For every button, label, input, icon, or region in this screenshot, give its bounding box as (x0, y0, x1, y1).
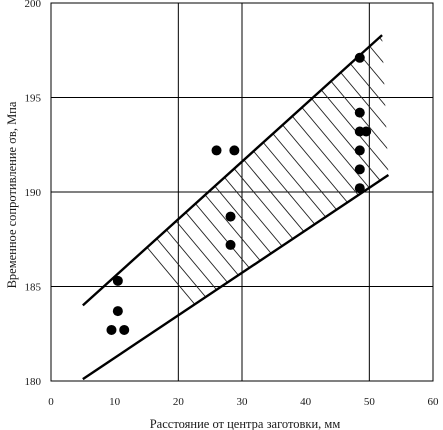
data-point-3 (112, 306, 123, 317)
x-tick-label-10: 10 (109, 396, 121, 408)
upper-bound-line (82, 34, 383, 307)
data-point-1 (106, 324, 117, 335)
y-tick-labels: 180 185 190 195 200 (25, 0, 42, 388)
data-point-6 (225, 211, 236, 222)
x-tick-label-30: 30 (237, 396, 249, 408)
data-point-7 (211, 145, 222, 156)
hatch-line (296, 35, 389, 380)
x-tick-label-0: 0 (48, 396, 54, 408)
x-tick-labels: 0 10 20 30 40 50 60 (48, 396, 439, 408)
data-point-9 (354, 52, 365, 63)
data-point-13 (354, 145, 365, 156)
data-point-8 (229, 145, 240, 156)
data-point-4 (112, 275, 123, 286)
x-tick-label-20: 20 (173, 396, 185, 408)
y-axis-title: Временное сопротивление σв, Мпа (5, 101, 19, 288)
confidence-band (82, 34, 390, 381)
x-tick-label-40: 40 (300, 396, 312, 408)
data-point-14 (354, 164, 365, 175)
x-axis-title: Расстояние от центра заготовки, мм (150, 417, 341, 430)
y-tick-label-190: 190 (25, 187, 42, 199)
x-tick-label-60: 60 (428, 396, 440, 408)
hatch-line (433, 0, 443, 430)
data-point-5 (225, 239, 236, 250)
y-tick-label-185: 185 (25, 282, 42, 294)
y-tick-label-200: 200 (25, 0, 42, 10)
lower-bound-line (82, 173, 390, 381)
y-tick-label-195: 195 (25, 93, 42, 105)
x-tick-label-50: 50 (364, 396, 376, 408)
plot-frame (50, 2, 434, 382)
data-point-10 (354, 107, 365, 118)
y-tick-label-180: 180 (25, 376, 42, 388)
data-point-2 (119, 324, 130, 335)
data-point-12 (361, 126, 372, 137)
data-points (106, 52, 372, 335)
data-point-15 (354, 183, 365, 194)
hatch-line (313, 35, 389, 380)
